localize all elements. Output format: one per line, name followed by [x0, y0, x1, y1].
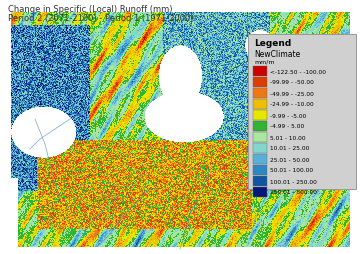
- Text: 5.01 - 10.00: 5.01 - 10.00: [270, 135, 306, 140]
- Bar: [253, 89, 267, 99]
- Text: 100.01 - 250.00: 100.01 - 250.00: [270, 179, 317, 184]
- Bar: [253, 121, 267, 132]
- Bar: [253, 154, 267, 164]
- Bar: [253, 165, 267, 175]
- Text: Change in Specific (Local) Runoff (mm): Change in Specific (Local) Runoff (mm): [8, 5, 172, 14]
- Text: 25.01 - 50.00: 25.01 - 50.00: [270, 157, 310, 162]
- Bar: [253, 133, 267, 142]
- Text: Legend: Legend: [254, 39, 291, 48]
- Bar: [253, 100, 267, 109]
- Text: NewClimate: NewClimate: [254, 50, 300, 59]
- Text: -9.99 - -5.00: -9.99 - -5.00: [270, 113, 306, 118]
- Bar: [248, 35, 356, 189]
- Bar: [253, 144, 267, 153]
- Text: Period 2 (2071-2100) - Period 1 (1971-2000): Period 2 (2071-2100) - Period 1 (1971-20…: [8, 14, 194, 23]
- Bar: [253, 110, 267, 121]
- Text: 50.01 - 100.00: 50.01 - 100.00: [270, 168, 313, 173]
- Text: mm/m: mm/m: [254, 59, 275, 64]
- Bar: [253, 176, 267, 186]
- Text: <-122.50 - -100.00: <-122.50 - -100.00: [270, 69, 326, 74]
- Text: 10.01 - 25.00: 10.01 - 25.00: [270, 146, 309, 151]
- Text: -24.99 - -10.00: -24.99 - -10.00: [270, 102, 314, 107]
- Text: -99.99 - -50.00: -99.99 - -50.00: [270, 80, 314, 85]
- Text: -4.99 - 5.00: -4.99 - 5.00: [270, 124, 304, 129]
- Bar: [253, 78, 267, 88]
- Text: 250.01 - 800.00: 250.01 - 800.00: [270, 190, 317, 195]
- Text: -49.99 - -25.00: -49.99 - -25.00: [270, 91, 314, 96]
- Bar: [253, 187, 267, 197]
- Bar: [253, 67, 267, 77]
